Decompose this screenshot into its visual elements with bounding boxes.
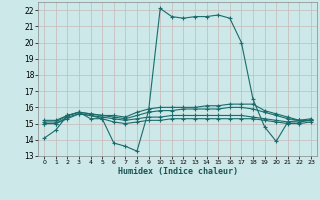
X-axis label: Humidex (Indice chaleur): Humidex (Indice chaleur) (118, 167, 238, 176)
